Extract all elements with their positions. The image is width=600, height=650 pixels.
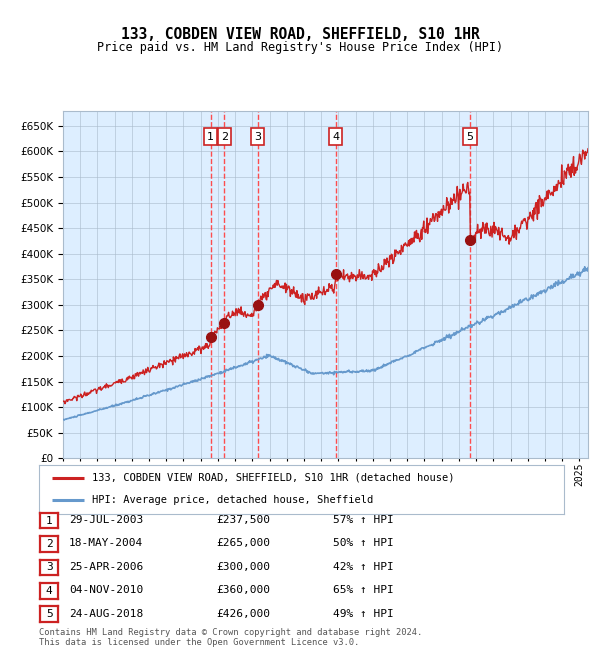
Text: 65% ↑ HPI: 65% ↑ HPI	[333, 585, 394, 595]
Text: £265,000: £265,000	[216, 538, 270, 549]
Text: 133, COBDEN VIEW ROAD, SHEFFIELD, S10 1HR (detached house): 133, COBDEN VIEW ROAD, SHEFFIELD, S10 1H…	[91, 473, 454, 483]
Text: Contains HM Land Registry data © Crown copyright and database right 2024.: Contains HM Land Registry data © Crown c…	[39, 628, 422, 637]
Text: This data is licensed under the Open Government Licence v3.0.: This data is licensed under the Open Gov…	[39, 638, 359, 647]
Text: 18-MAY-2004: 18-MAY-2004	[69, 538, 143, 549]
Text: 42% ↑ HPI: 42% ↑ HPI	[333, 562, 394, 572]
Text: 24-AUG-2018: 24-AUG-2018	[69, 608, 143, 619]
Text: 50% ↑ HPI: 50% ↑ HPI	[333, 538, 394, 549]
Text: 29-JUL-2003: 29-JUL-2003	[69, 515, 143, 525]
Text: 133, COBDEN VIEW ROAD, SHEFFIELD, S10 1HR: 133, COBDEN VIEW ROAD, SHEFFIELD, S10 1H…	[121, 27, 479, 42]
Text: £300,000: £300,000	[216, 562, 270, 572]
Text: 2: 2	[46, 539, 53, 549]
Text: 1: 1	[46, 515, 53, 526]
Text: 5: 5	[46, 609, 53, 619]
Text: Price paid vs. HM Land Registry's House Price Index (HPI): Price paid vs. HM Land Registry's House …	[97, 41, 503, 54]
Text: 5: 5	[467, 131, 473, 142]
Text: 25-APR-2006: 25-APR-2006	[69, 562, 143, 572]
Text: £426,000: £426,000	[216, 608, 270, 619]
Text: 4: 4	[332, 131, 339, 142]
Text: HPI: Average price, detached house, Sheffield: HPI: Average price, detached house, Shef…	[91, 495, 373, 505]
Text: £360,000: £360,000	[216, 585, 270, 595]
Text: £237,500: £237,500	[216, 515, 270, 525]
Text: 4: 4	[46, 586, 53, 596]
Text: 2: 2	[221, 131, 228, 142]
Text: 04-NOV-2010: 04-NOV-2010	[69, 585, 143, 595]
Text: 3: 3	[254, 131, 262, 142]
Text: 57% ↑ HPI: 57% ↑ HPI	[333, 515, 394, 525]
Text: 3: 3	[46, 562, 53, 573]
Text: 49% ↑ HPI: 49% ↑ HPI	[333, 608, 394, 619]
Text: 1: 1	[207, 131, 214, 142]
